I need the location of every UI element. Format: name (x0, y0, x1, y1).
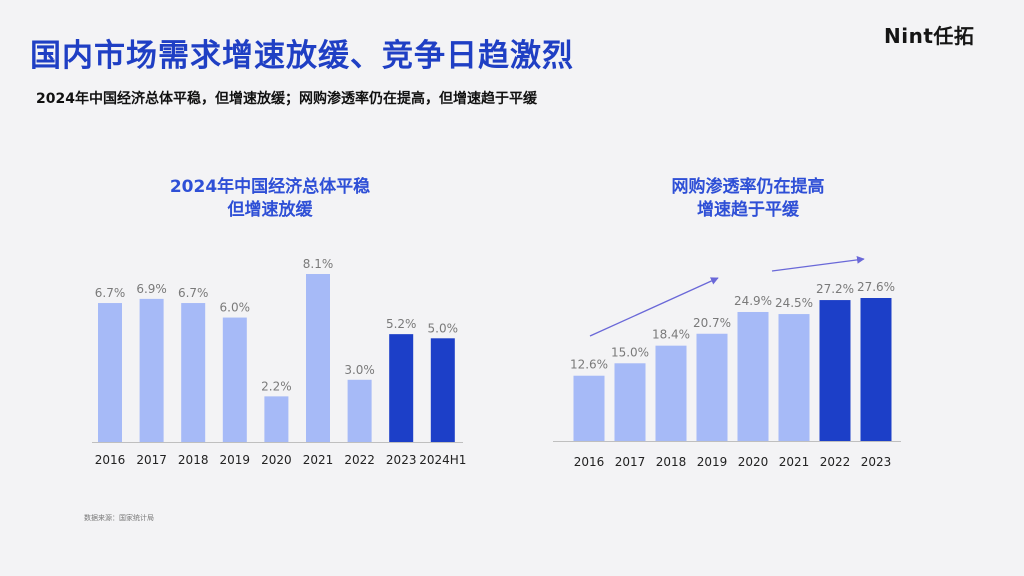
chart-1-bar-2017 (139, 298, 164, 442)
chart-2-value-label-2016: 12.6% (570, 358, 608, 372)
chart-2-value-label-2020: 24.9% (734, 294, 772, 308)
chart-1-bar-2022 (347, 379, 372, 442)
chart-1-value-label-2021: 8.1% (303, 257, 334, 271)
chart-1-title-line-1: 2024年中国经济总体平稳 (169, 177, 371, 197)
chart-2-tick-2018: 2018 (656, 455, 687, 469)
chart-1-value-label-2016: 6.7% (95, 286, 126, 300)
chart-2-bar-2022 (819, 300, 851, 441)
chart-1-tick-2016: 2016 (95, 453, 126, 467)
chart-1-tick-2018: 2018 (178, 453, 209, 467)
data-source-note: 数据来源：国家统计局 (84, 514, 154, 522)
chart-2-title: 网购渗透率仍在提高 增速趋于平缓 (598, 176, 898, 222)
chart-2-bar-2021 (778, 314, 810, 441)
chart-2-tick-2016: 2016 (574, 455, 605, 469)
chart-1-tick-2024H1: 2024H1 (419, 453, 466, 467)
chart-1-title: 2024年中国经济总体平稳 但增速放缓 (120, 176, 420, 222)
chart-2-bar-2019 (696, 333, 728, 441)
chart-1-value-label-2024H1: 5.0% (428, 321, 459, 335)
brand-logo: Nint任拓 (884, 24, 975, 48)
chart-2-value-label-2023: 27.6% (857, 280, 895, 294)
page-subtitle: 2024年中国经济总体平稳，但增速放缓；网购渗透率仍在提高，但增速趋于平缓 (36, 91, 537, 107)
chart-1-title-line-2: 但增速放缓 (227, 200, 313, 220)
chart-2-title-line-1: 网购渗透率仍在提高 (671, 177, 825, 197)
chart-2-value-label-2017: 15.0% (611, 345, 649, 359)
chart-1-bar-2021 (306, 274, 330, 442)
chart-1-bar-2024H1 (430, 338, 455, 442)
chart-2-bar-2023 (860, 298, 892, 441)
chart-2-value-label-2018: 18.4% (652, 328, 690, 342)
chart-1-tick-2019: 2019 (220, 453, 251, 467)
chart-2-bar-2017 (614, 363, 646, 441)
chart-2-tick-2023: 2023 (861, 455, 892, 469)
chart-1-tick-2017: 2017 (136, 453, 167, 467)
chart-1-bar-2019 (222, 317, 247, 442)
chart-1-value-label-2020: 2.2% (261, 379, 292, 393)
chart-1-bar-2023 (389, 334, 414, 442)
chart-1-value-label-2023: 5.2% (386, 317, 417, 331)
chart-1-bar-2020 (264, 396, 289, 442)
trend-arrow-rising (589, 277, 719, 337)
chart-1-tick-2020: 2020 (261, 453, 292, 467)
trend-arrow-flattening (771, 256, 865, 272)
chart-1-bar-2018 (181, 303, 206, 442)
chart-2-value-label-2022: 27.2% (816, 282, 854, 296)
chart-2-tick-2021: 2021 (779, 455, 810, 469)
chart-1-tick-2022: 2022 (344, 453, 375, 467)
page-title: 国内市场需求增速放缓、竞争日趋激烈 (30, 38, 574, 74)
chart-2-title-line-2: 增速趋于平缓 (697, 200, 799, 220)
chart-1-bar-2016 (98, 303, 122, 442)
chart-1-tick-2021: 2021 (303, 453, 334, 467)
chart-2-bar-2016 (573, 375, 605, 441)
chart-2-tick-2019: 2019 (697, 455, 728, 469)
chart-1-value-label-2017: 6.9% (136, 282, 167, 296)
chart-2-tick-2022: 2022 (820, 455, 851, 469)
chart-2-bar-2020 (737, 311, 769, 441)
chart-2-tick-2017: 2017 (615, 455, 646, 469)
chart-1-tick-2023: 2023 (386, 453, 417, 467)
chart-2-tick-2020: 2020 (738, 455, 769, 469)
chart-1-value-label-2018: 6.7% (178, 286, 209, 300)
chart-1-value-label-2022: 3.0% (344, 363, 375, 377)
chart-1-value-label-2019: 6.0% (220, 301, 251, 315)
chart-2-bar-2018 (655, 345, 687, 441)
chart-2-value-label-2021: 24.5% (775, 296, 813, 310)
chart-2-value-label-2019: 20.7% (693, 316, 731, 330)
